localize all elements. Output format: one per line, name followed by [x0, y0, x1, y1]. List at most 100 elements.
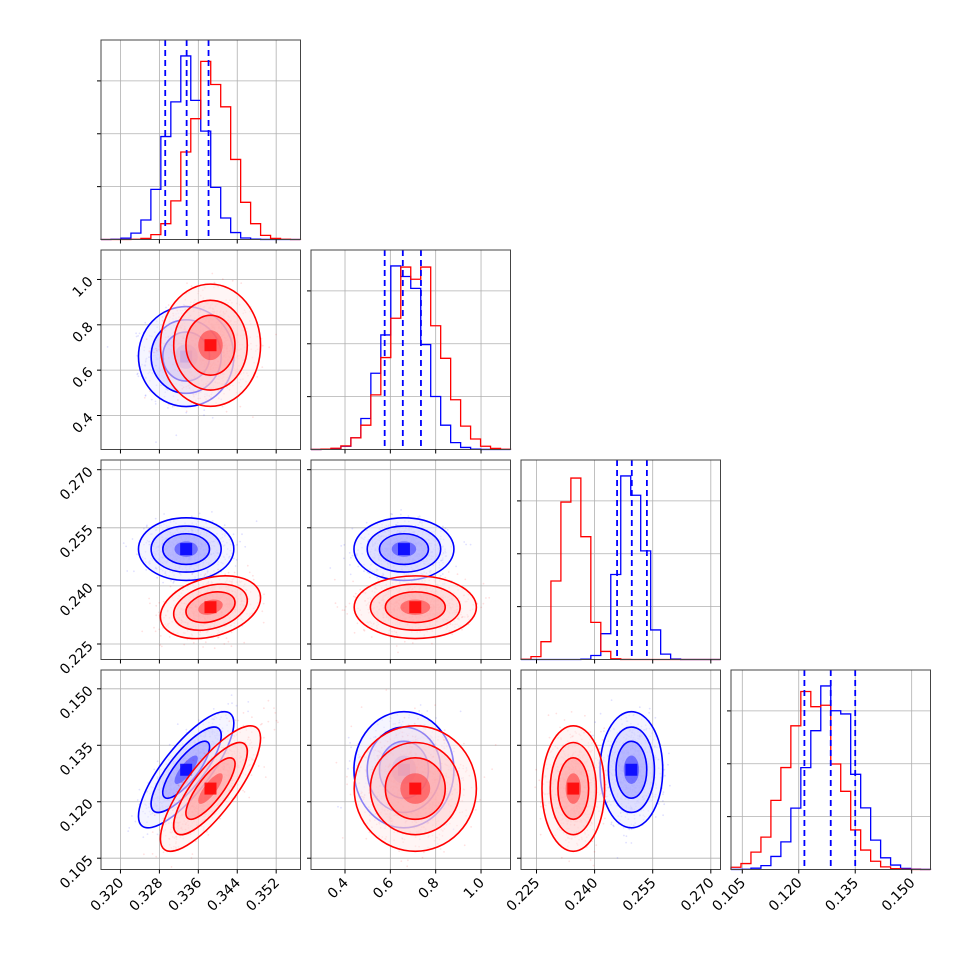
sample-point	[170, 579, 172, 582]
sample-point	[442, 525, 444, 528]
sample-point	[232, 533, 235, 536]
sample-point	[234, 565, 237, 567]
sample-point	[261, 610, 264, 613]
sample-point	[224, 573, 227, 576]
sample-point	[167, 304, 170, 306]
sample-point	[155, 614, 158, 617]
histogram-panel-0	[97, 39, 302, 241]
sample-point	[131, 538, 134, 540]
sample-point	[255, 520, 258, 523]
histogram-step-series-0	[310, 265, 512, 451]
sample-point	[329, 567, 332, 569]
sample-point	[441, 573, 444, 575]
sample-point	[261, 366, 264, 368]
sample-point	[173, 580, 175, 583]
sample-point	[463, 541, 466, 543]
sample-point	[256, 376, 259, 378]
sample-point	[136, 373, 139, 376]
sample-point	[143, 527, 145, 530]
sample-point	[153, 351, 155, 354]
sample-point	[432, 564, 435, 566]
sample-point	[366, 571, 369, 574]
sample-point	[461, 628, 463, 631]
sample-point	[148, 597, 151, 600]
sample-point	[227, 571, 230, 574]
sample-point	[447, 571, 450, 573]
sample-point	[336, 606, 339, 608]
sample-point	[137, 335, 140, 337]
histogram-step-series-1	[310, 266, 512, 451]
sample-point	[223, 643, 226, 645]
sample-point	[417, 516, 420, 518]
sample-point	[192, 641, 195, 644]
sample-point	[203, 414, 205, 417]
sample-point	[464, 578, 467, 581]
sample-point	[418, 515, 421, 518]
sample-point	[159, 635, 162, 637]
sample-point	[203, 575, 206, 577]
histogram-panel-1	[307, 249, 512, 451]
sample-point	[158, 628, 161, 631]
sample-point	[356, 622, 359, 625]
sample-point	[186, 638, 189, 641]
sample-point	[235, 559, 238, 561]
sample-point	[203, 409, 206, 411]
sample-point	[149, 390, 151, 393]
sample-point	[125, 545, 127, 548]
sample-point	[171, 405, 174, 408]
scatter-panel-1-0	[100, 249, 301, 450]
sample-point	[248, 571, 251, 574]
scatter-panel-2-1	[310, 459, 511, 660]
sample-point	[168, 636, 171, 638]
sample-point	[159, 644, 162, 646]
sample-point	[217, 636, 220, 639]
sample-point	[158, 611, 160, 614]
sample-point	[198, 512, 201, 515]
sample-point	[126, 570, 129, 572]
sample-point	[165, 306, 167, 309]
density-peak-series-0	[397, 543, 410, 556]
sample-point	[236, 544, 238, 546]
sample-point	[411, 642, 414, 644]
sample-point	[122, 542, 125, 544]
sample-point	[231, 279, 234, 282]
sample-point	[136, 372, 139, 375]
sample-point	[230, 631, 233, 634]
sample-point	[154, 517, 157, 520]
sample-point	[455, 565, 457, 568]
sample-point	[363, 629, 366, 632]
sample-point	[351, 527, 354, 530]
sample-point	[136, 354, 139, 357]
sample-point	[239, 405, 242, 408]
sample-point	[185, 410, 188, 413]
sample-point	[213, 647, 216, 650]
panel-frame	[100, 459, 301, 660]
sample-point	[225, 637, 228, 639]
density-peak-series-0	[180, 543, 193, 556]
sample-point	[351, 554, 354, 557]
sample-point	[211, 272, 214, 275]
sample-point	[241, 533, 243, 536]
sample-point	[150, 398, 153, 401]
sample-point	[349, 573, 352, 576]
sample-point	[227, 640, 230, 643]
sample-point	[348, 552, 351, 554]
sample-point	[252, 578, 255, 581]
sample-point	[135, 335, 138, 338]
sample-point	[343, 544, 346, 546]
sample-point	[469, 543, 472, 546]
sample-point	[141, 630, 144, 633]
sample-point	[154, 630, 157, 633]
sample-point	[156, 576, 159, 579]
sample-point	[465, 543, 467, 546]
sample-point	[163, 513, 166, 515]
sample-point	[211, 511, 213, 513]
sample-point	[363, 570, 365, 573]
sample-point	[213, 281, 216, 284]
sample-point	[177, 399, 179, 401]
sample-point	[390, 513, 393, 515]
sample-point	[145, 525, 148, 528]
sample-point	[191, 573, 194, 575]
sample-point	[369, 576, 371, 579]
